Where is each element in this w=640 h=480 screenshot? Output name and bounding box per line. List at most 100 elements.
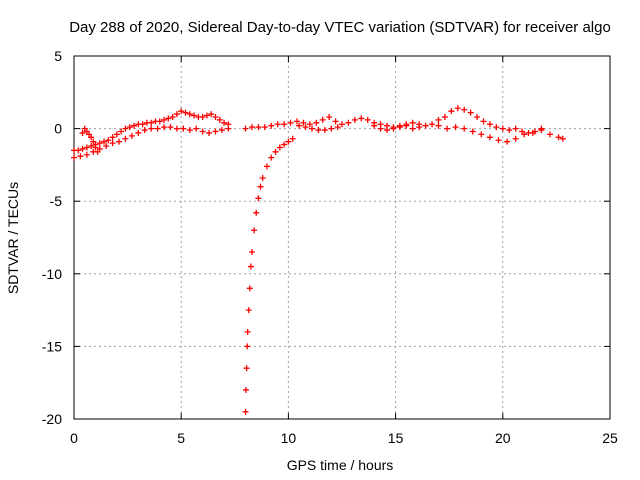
y-tick-label: 5 [54,48,62,64]
data-point [529,129,536,136]
data-point [259,174,266,181]
data-point [186,127,193,134]
data-point [216,116,223,123]
data-point [422,122,429,129]
data-point [212,113,219,120]
data-point [113,131,120,138]
data-point [212,128,219,135]
data-point [441,113,448,120]
data-point [218,127,225,134]
data-point [351,116,358,123]
data-point [88,143,95,150]
data-point [255,195,262,202]
data-point [225,125,232,132]
data-point [246,285,253,292]
data-point [128,132,135,139]
data-point [339,121,345,128]
data-point [306,121,313,128]
series-middle-lower-band [296,122,423,134]
data-point [167,124,174,131]
data-point [486,121,493,128]
data-point [88,134,95,141]
data-point [469,128,476,135]
series-late-lower-band [435,122,566,145]
data-point [546,131,553,138]
data-point [296,122,303,129]
data-point [287,119,294,126]
data-point [83,151,90,158]
data-point [248,249,255,256]
data-point [148,119,155,126]
data-point [103,143,110,150]
data-point [506,127,513,134]
data-point [377,125,384,132]
data-point [193,125,200,132]
data-point [257,183,264,190]
x-tick-labels: 0 5 10 15 20 25 [70,430,618,446]
data-point [268,122,275,129]
data-point [272,148,279,155]
data-points [71,105,566,415]
data-point [90,138,97,145]
data-point [358,115,365,122]
data-point [452,124,459,131]
data-point [122,125,129,132]
data-point [208,111,215,118]
data-point [109,134,116,141]
data-point [538,127,545,134]
data-point [409,119,416,126]
data-point [504,138,511,145]
data-point [253,209,260,216]
x-tick-label: 20 [495,430,511,446]
data-point [173,111,180,118]
x-tick-label: 10 [281,430,297,446]
data-point [186,111,193,118]
grid-lines [74,56,610,419]
axis-ticks [73,55,611,420]
data-point [96,140,103,147]
data-point [122,135,129,142]
data-point [396,124,403,131]
data-point [495,137,502,144]
data-point [242,408,249,415]
x-tick-label: 25 [602,430,618,446]
series-early-cluster [79,125,101,155]
data-point [109,140,116,147]
data-point [429,121,436,128]
data-point [244,328,251,335]
data-point [178,108,185,115]
data-point [251,227,258,234]
data-point [105,137,112,144]
data-point [334,124,341,131]
data-point [409,125,416,132]
data-point [245,307,252,314]
data-point [371,122,378,129]
data-point [315,127,322,134]
data-point [364,116,371,123]
data-point [321,127,328,134]
data-point [206,129,213,136]
x-axis-label: GPS time / hours [287,457,394,473]
data-point [454,105,461,112]
x-tick-label: 15 [388,430,404,446]
data-point [276,144,283,151]
data-point [244,343,251,350]
data-point [169,113,176,120]
data-point [308,125,315,132]
data-point [94,148,101,155]
data-point [255,124,262,131]
y-axis-label: SDTVAR / TECUs [5,182,21,294]
y-tick-label: 0 [54,121,62,137]
data-point [180,125,187,132]
data-point [268,154,275,161]
data-point [281,141,288,148]
data-point [435,122,442,129]
data-point [555,134,562,141]
data-point [173,125,180,132]
series-steep-branch [242,135,296,415]
data-point [263,163,270,170]
data-point [199,128,206,135]
data-point [345,119,352,126]
